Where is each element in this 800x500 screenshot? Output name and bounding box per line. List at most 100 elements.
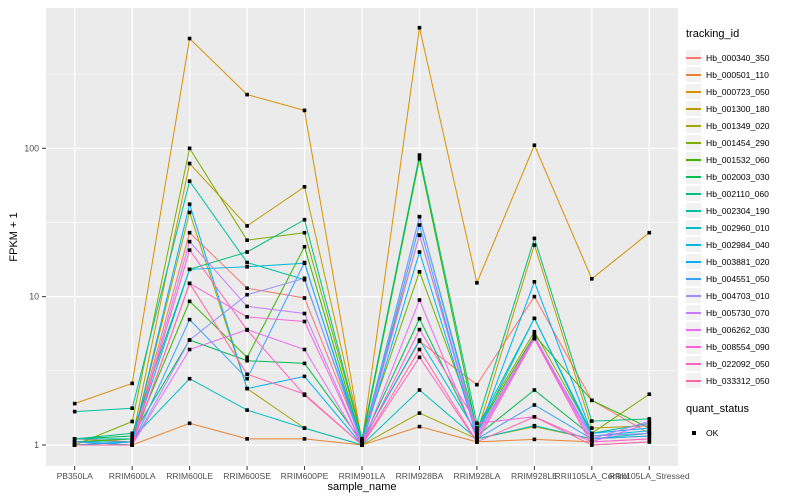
legend-item: Hb_002304_190 bbox=[686, 202, 798, 219]
data-point bbox=[532, 388, 537, 392]
legend-color-line bbox=[686, 362, 701, 365]
legend-key-swatch bbox=[686, 356, 701, 371]
legend-item-label: Hb_004551_050 bbox=[706, 273, 770, 284]
data-point bbox=[245, 286, 249, 290]
data-point bbox=[590, 443, 594, 447]
data-point bbox=[72, 437, 77, 441]
legend-item: Hb_001349_020 bbox=[686, 117, 798, 134]
legend-panel: tracking_id Hb_000340_350 Hb_000501_110 Hb… bbox=[686, 28, 798, 441]
data-point bbox=[302, 108, 307, 113]
data-point bbox=[130, 437, 134, 441]
data-point bbox=[475, 382, 479, 387]
data-point bbox=[647, 421, 652, 426]
legend-items-quant-status: OK bbox=[686, 424, 798, 441]
legend-item: Hb_002003_030 bbox=[686, 168, 798, 185]
legend-item-label: Hb_000340_350 bbox=[706, 52, 770, 63]
data-point bbox=[302, 437, 307, 441]
legend-item: Hb_006262_030 bbox=[686, 321, 798, 338]
data-point bbox=[187, 248, 192, 252]
quant-status-point-icon bbox=[691, 430, 696, 435]
data-point bbox=[417, 327, 422, 332]
legend-color-line bbox=[686, 124, 701, 127]
y-tick-label: 1 bbox=[34, 440, 39, 450]
data-point bbox=[187, 146, 192, 151]
legend-item: Hb_001532_060 bbox=[686, 151, 798, 168]
legend-color-line bbox=[686, 192, 701, 195]
legend-key-swatch bbox=[686, 339, 701, 354]
legend-item-label: Hb_033312_050 bbox=[706, 375, 770, 386]
quant-status-label: OK bbox=[706, 427, 719, 438]
data-point bbox=[130, 440, 134, 444]
data-point bbox=[475, 421, 479, 426]
data-point bbox=[532, 415, 537, 419]
data-point bbox=[245, 358, 249, 363]
legend-key-swatch bbox=[686, 237, 701, 252]
data-point bbox=[647, 437, 652, 441]
legend-item-label: Hb_005730_070 bbox=[706, 307, 770, 318]
legend-item-label: Hb_002960_010 bbox=[706, 222, 770, 233]
legend-item-label: Hb_002003_030 bbox=[706, 171, 770, 182]
data-point bbox=[245, 260, 249, 265]
legend-item-label: Hb_008554_090 bbox=[706, 341, 770, 352]
data-point bbox=[417, 338, 422, 342]
legend-color-line bbox=[686, 243, 701, 246]
data-point bbox=[130, 381, 134, 386]
data-point bbox=[245, 372, 249, 376]
data-point bbox=[532, 437, 537, 442]
data-point bbox=[647, 417, 652, 421]
legend-item-label: Hb_006262_030 bbox=[706, 324, 770, 335]
legend-key-swatch bbox=[686, 220, 701, 235]
x-axis-title: sample_name bbox=[327, 481, 397, 493]
legend-item: Hb_000340_350 bbox=[686, 49, 798, 66]
data-point bbox=[647, 426, 652, 430]
data-point bbox=[302, 296, 307, 300]
data-point bbox=[417, 298, 422, 302]
data-point bbox=[590, 419, 594, 423]
legend-color-line bbox=[686, 209, 701, 212]
legend-color-line bbox=[686, 56, 701, 59]
data-point bbox=[417, 153, 422, 157]
data-point bbox=[302, 347, 307, 352]
legend-item: Hb_002960_010 bbox=[686, 219, 798, 236]
data-point bbox=[647, 440, 652, 444]
quant-status-item: OK bbox=[686, 424, 798, 441]
data-point bbox=[245, 408, 249, 412]
data-point bbox=[245, 250, 249, 254]
data-point bbox=[590, 431, 594, 436]
data-point bbox=[187, 317, 192, 322]
legend-item-label: Hb_001300_180 bbox=[706, 103, 770, 114]
legend-item: Hb_001300_180 bbox=[686, 100, 798, 117]
data-point bbox=[475, 440, 479, 444]
data-point bbox=[647, 431, 652, 436]
data-point bbox=[302, 311, 307, 316]
x-tick-label: RRIM901LA bbox=[339, 471, 386, 481]
data-point bbox=[187, 267, 192, 272]
legend-key-swatch bbox=[686, 322, 701, 337]
data-point bbox=[417, 316, 422, 321]
data-point bbox=[647, 392, 652, 396]
data-point bbox=[532, 316, 537, 321]
legend-key-swatch bbox=[686, 101, 701, 116]
y-tick-label: 100 bbox=[24, 143, 39, 153]
data-point bbox=[130, 431, 134, 436]
data-point bbox=[475, 434, 479, 438]
legend-color-line bbox=[686, 345, 701, 348]
data-point bbox=[532, 243, 537, 247]
legend-title-quant-status: quant_status bbox=[686, 403, 749, 415]
data-point bbox=[417, 250, 422, 254]
data-point bbox=[130, 419, 134, 424]
data-point bbox=[417, 270, 422, 274]
data-point bbox=[532, 143, 537, 147]
legend-item-label: Hb_002110_060 bbox=[706, 188, 769, 199]
data-point bbox=[187, 36, 192, 41]
data-point bbox=[245, 355, 249, 360]
data-point bbox=[590, 277, 594, 281]
data-point bbox=[302, 276, 307, 281]
legend-key-swatch bbox=[686, 305, 701, 320]
data-point bbox=[72, 443, 77, 447]
legend-item-label: Hb_003881_020 bbox=[706, 256, 770, 267]
data-point bbox=[72, 409, 77, 414]
legend-key-swatch bbox=[686, 84, 701, 99]
data-point bbox=[187, 376, 192, 381]
data-point bbox=[187, 202, 192, 206]
